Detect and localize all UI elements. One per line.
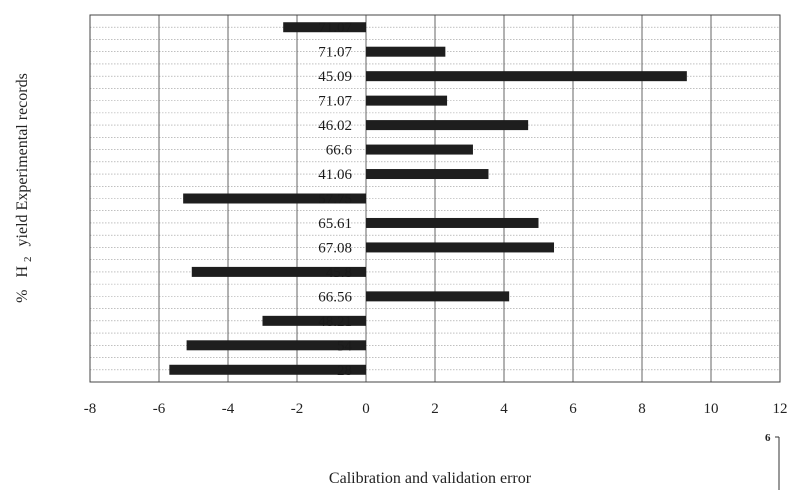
category-label: 66.56 bbox=[318, 289, 352, 305]
bar bbox=[183, 193, 366, 204]
y-axis-title-h: H bbox=[14, 266, 31, 278]
category-label: 57.75 bbox=[318, 192, 352, 208]
x-tick-label: 10 bbox=[704, 401, 719, 417]
category-label: 66.6 bbox=[326, 143, 353, 159]
category-label: 71.07 bbox=[318, 94, 352, 110]
bar bbox=[366, 217, 539, 228]
category-label: 41.06 bbox=[318, 167, 352, 183]
bar bbox=[366, 71, 687, 82]
category-labels: 71.07 71.07 45.09 71.07 46.02 66.6 41.06 57.75 6… bbox=[318, 20, 352, 379]
bar bbox=[169, 364, 366, 375]
bar bbox=[186, 340, 366, 351]
x-axis-title: Calibration and validation error bbox=[329, 470, 532, 487]
category-label: 45.8 bbox=[326, 265, 352, 281]
x-tick-label: -8 bbox=[84, 401, 97, 417]
bar bbox=[366, 169, 489, 180]
chart-bars bbox=[169, 22, 687, 375]
x-tick-label: 2 bbox=[431, 401, 439, 417]
category-label: 28 bbox=[337, 363, 352, 379]
bar bbox=[366, 144, 473, 155]
category-label: 48.21 bbox=[318, 314, 352, 330]
category-label: 45.09 bbox=[318, 69, 352, 85]
bar bbox=[366, 120, 529, 131]
bar bbox=[366, 46, 446, 57]
y-axis-title-subscript: 2 bbox=[22, 256, 34, 262]
category-label: 65.61 bbox=[318, 216, 352, 232]
y-axis-title-prefix: % bbox=[14, 290, 31, 303]
bar bbox=[283, 22, 366, 33]
y-axis-title-rest: yield Experimental records bbox=[14, 73, 31, 246]
plot-frame bbox=[89, 14, 781, 383]
category-label: 46.02 bbox=[318, 118, 352, 134]
category-label: 54 bbox=[337, 338, 353, 354]
category-label: 67.08 bbox=[318, 240, 352, 256]
x-tick-label: -6 bbox=[153, 401, 166, 417]
x-tick-label: 4 bbox=[500, 401, 508, 417]
x-tick-label: -4 bbox=[222, 401, 235, 417]
bar bbox=[366, 242, 555, 253]
corner-fragment-axis bbox=[775, 436, 780, 490]
x-tick-label: 8 bbox=[638, 401, 646, 417]
x-tick-label: 6 bbox=[569, 401, 577, 417]
bar bbox=[191, 266, 366, 277]
x-tick-label: 12 bbox=[773, 401, 788, 417]
x-tick-label: -2 bbox=[291, 401, 304, 417]
corner-fragment-label: 6 bbox=[765, 432, 771, 444]
x-tick-label: 0 bbox=[362, 401, 370, 417]
category-label: 71.07 bbox=[318, 20, 352, 36]
y-axis-title: % H 2 yield Experimental records bbox=[14, 73, 35, 303]
bar bbox=[366, 291, 510, 302]
bar bbox=[366, 95, 448, 106]
category-label: 71.07 bbox=[318, 45, 352, 61]
corner-fragment: 6 bbox=[765, 432, 780, 490]
bar bbox=[262, 315, 366, 326]
x-axis-ticks: -8 -6 -4 -2 0 2 4 6 8 10 12 bbox=[84, 401, 788, 417]
